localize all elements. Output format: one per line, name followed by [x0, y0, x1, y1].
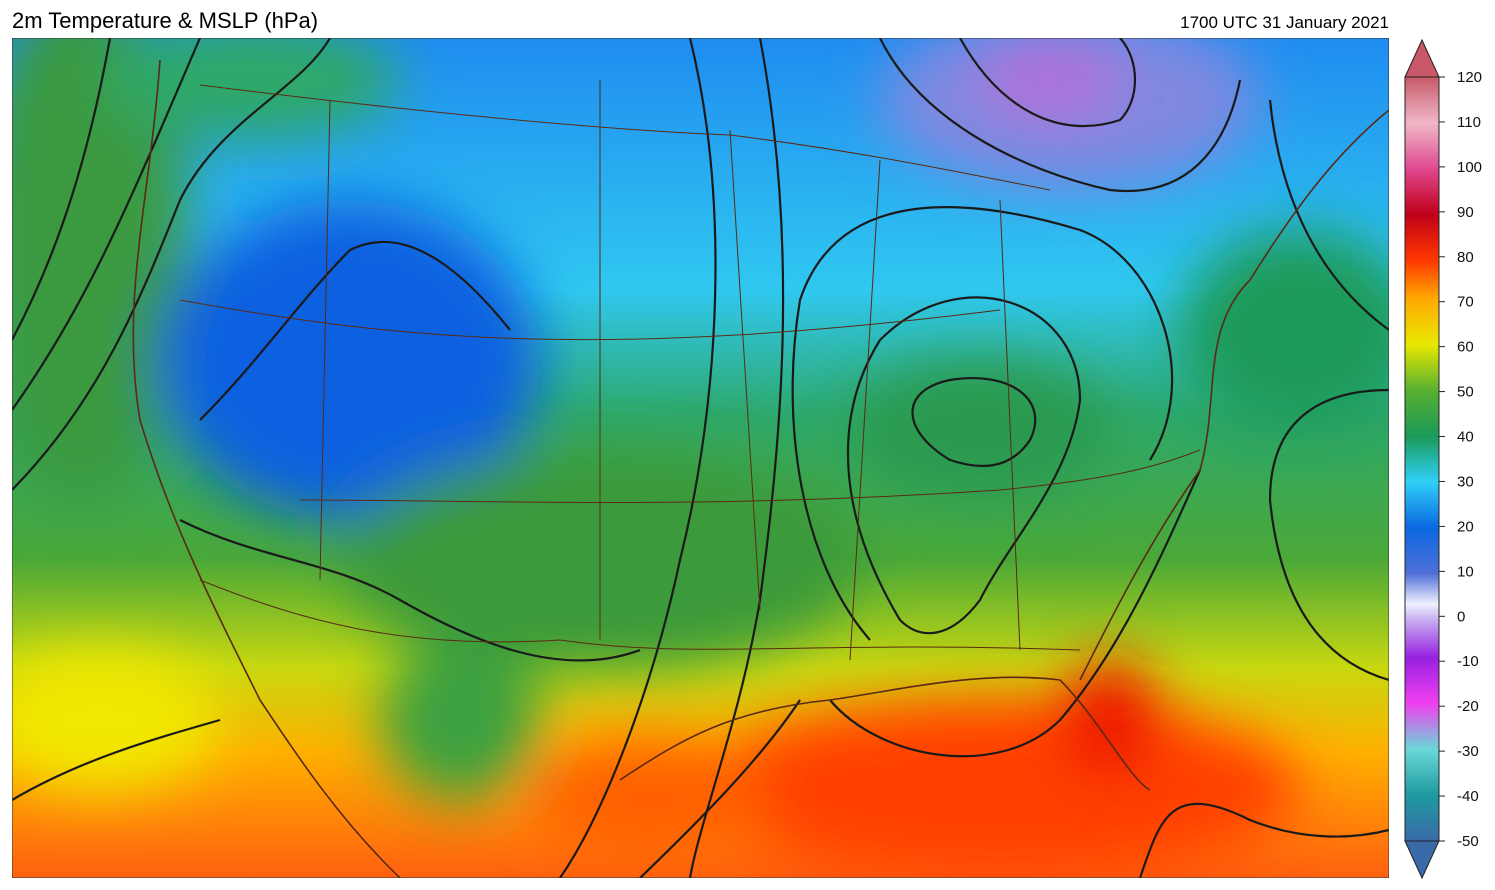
map — [12, 38, 1389, 878]
colorbar-tick-label: -10 — [1457, 653, 1479, 670]
colorbar-tick-label: 50 — [1457, 384, 1474, 401]
colorbar-tick-label: 100 — [1457, 159, 1482, 176]
colorbar-max-arrow — [1404, 38, 1440, 78]
colorbar-tick-label: 120 — [1457, 69, 1482, 86]
colorbar-tick-label: 60 — [1457, 339, 1474, 356]
colorbar-tick-label: 30 — [1457, 473, 1474, 490]
colorbar-tick-label: 10 — [1457, 563, 1474, 580]
colorbar-tick-label: 0 — [1457, 608, 1465, 625]
colorbar-tick-label: 40 — [1457, 429, 1474, 446]
colorbar-tick-label: 80 — [1457, 249, 1474, 266]
boundaries — [132, 59, 1389, 878]
colorbar-tick-label: 90 — [1457, 204, 1474, 221]
colorbar-tick-label: 110 — [1457, 114, 1481, 131]
valid-time: 1700 UTC 31 January 2021 — [1180, 13, 1389, 32]
colorbar-min-arrow — [1404, 840, 1440, 880]
colorbar-tick-label: -40 — [1457, 788, 1479, 805]
map-title: 2m Temperature & MSLP (hPa) — [12, 8, 318, 33]
colorbar-tick-label: -50 — [1457, 833, 1479, 850]
temperature-blobs — [12, 38, 1389, 878]
colorbar-body — [1404, 76, 1440, 842]
colorbar-tick-label: 20 — [1457, 518, 1474, 535]
isobars — [12, 38, 1389, 878]
colorbar-tick-label: -30 — [1457, 743, 1479, 760]
colorbar-tick-label: -20 — [1457, 698, 1479, 715]
colorbar: 1201101009080706050403020100-10-20-30-40… — [1404, 38, 1482, 880]
colorbar-tick-label: 70 — [1457, 294, 1474, 311]
